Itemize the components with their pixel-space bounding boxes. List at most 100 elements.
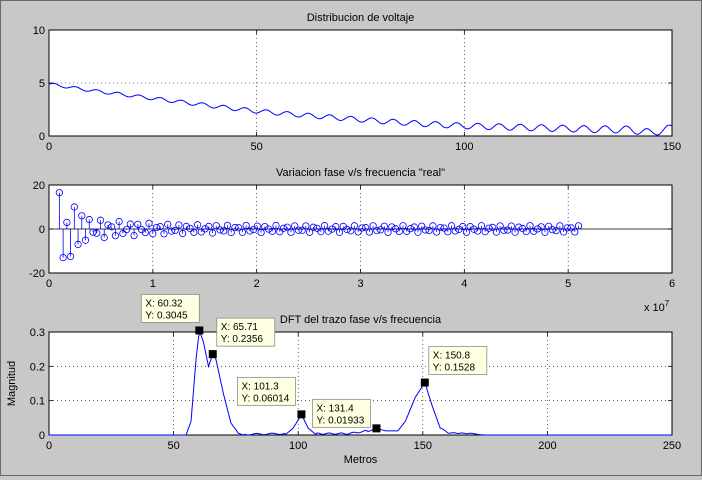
phase-stem-marker <box>552 227 560 235</box>
phase-y-tick-label: 20 <box>33 180 45 192</box>
phase-stem-marker <box>201 225 209 233</box>
phase-stem-marker <box>462 228 471 236</box>
voltage-title: Distribucion de voltaje <box>307 12 415 24</box>
voltage-x-tick-label: 100 <box>455 141 473 153</box>
voltage-axes-box <box>48 29 673 137</box>
datatip-x-label: X: 65.71 <box>221 322 259 333</box>
phase-stem-marker <box>556 222 564 230</box>
phase-stem-marker <box>160 230 168 238</box>
dft-x-tick-label: 250 <box>663 440 681 452</box>
phase-stem-marker <box>496 222 504 230</box>
datatip-marker <box>297 410 306 419</box>
phase-stem-marker <box>126 220 134 228</box>
phase-stem-marker <box>574 222 583 230</box>
phase-stem-marker <box>261 222 269 231</box>
datatip-y-label: Y: 0.01933 <box>316 415 364 426</box>
phase-stem-marker <box>526 222 534 230</box>
phase-stem-marker <box>96 216 105 224</box>
datatip-y-label: Y: 0.1528 <box>433 363 476 374</box>
phase-stem-marker <box>212 222 220 230</box>
phase-stem-marker <box>89 228 97 236</box>
phase-stem-marker <box>223 221 232 229</box>
phase-stem-marker <box>205 222 213 231</box>
phase-stem-marker <box>324 227 332 235</box>
phase-stem-marker <box>414 228 422 236</box>
phase-stem-marker <box>380 222 388 230</box>
phase-stem-marker <box>279 224 288 232</box>
phase-stem-marker <box>440 224 448 232</box>
dft-x-tick-label: 100 <box>289 440 307 452</box>
voltage-x-tick-label: 50 <box>251 141 263 153</box>
dft-x-tick-label: 200 <box>538 440 556 452</box>
phase-stem-marker <box>167 227 176 235</box>
phase-stem-marker <box>320 222 329 230</box>
dft-x-tick-label: 0 <box>46 440 52 452</box>
phase-stem-marker <box>466 223 474 231</box>
datatip-box <box>237 376 296 406</box>
dft-y-tick-label: 0 <box>39 430 45 442</box>
phase-stem-marker <box>227 228 235 237</box>
dft-y-tick-label: 0.2 <box>30 361 45 373</box>
voltage-x-tick-label: 0 <box>46 141 52 153</box>
phase-stem-marker <box>444 228 452 236</box>
phase-stem-marker <box>328 225 336 233</box>
phase-x-tick-label: 6 <box>669 278 675 290</box>
phase-stem-marker <box>332 223 340 231</box>
phase-x-tick-label: 3 <box>357 278 363 290</box>
datatip-y-label: Y: 0.3045 <box>145 310 188 321</box>
phase-stem-marker <box>571 228 579 236</box>
voltage-y-tick-label: 10 <box>33 25 45 37</box>
phase-stem-marker <box>208 229 217 237</box>
phase-stem-marker <box>418 222 426 230</box>
dft-y-tick-label: 0.1 <box>30 396 45 408</box>
phase-stem-marker <box>347 227 355 235</box>
phase-stem-marker <box>264 225 273 233</box>
voltage-y-tick-label: 0 <box>39 131 45 143</box>
phase-stem-marker <box>560 228 568 236</box>
phase-stem-marker <box>291 222 299 230</box>
phase-stem-marker <box>231 223 239 232</box>
phase-stem-marker <box>503 226 512 234</box>
phase-stem-marker <box>134 220 142 228</box>
datatip-marker <box>195 326 204 335</box>
phase-stem-marker <box>388 223 396 231</box>
phase-stem-marker <box>399 222 407 230</box>
phase-stem-marker <box>186 224 194 233</box>
phase-stem-marker <box>485 224 493 232</box>
phase-stem-marker <box>522 227 530 236</box>
dft-series-line <box>49 329 672 436</box>
phase-stem-marker <box>93 229 101 237</box>
phase-x-tick-label: 4 <box>461 278 467 290</box>
phase-stem-marker <box>541 228 549 236</box>
datatip-x-label: X: 150.8 <box>433 351 471 362</box>
phase-stem-marker <box>55 189 63 197</box>
phase-stem-marker <box>451 227 459 235</box>
phase-stem-marker <box>425 226 433 235</box>
phase-stem-marker <box>63 218 71 226</box>
dft-plot: 0 50 100 150 200 250 0 0.1 0.2 0.3 X: 60.32Y: 0.3… <box>6 294 681 466</box>
phase-stem-marker <box>85 215 93 224</box>
phase-stem-marker <box>190 228 198 236</box>
phase-stem-marker <box>530 227 538 235</box>
phase-stem-marker <box>66 252 75 261</box>
datatip-x-label: X: 60.32 <box>145 298 183 309</box>
phase-x-exponent-base: x 10 <box>644 302 665 314</box>
phase-stem-marker <box>567 224 575 232</box>
dft-y-tick-label: 0.3 <box>30 327 45 339</box>
phase-stem-marker <box>470 225 478 233</box>
phase-stem-marker <box>111 232 120 240</box>
phase-stem-marker <box>123 225 131 234</box>
phase-stem-marker <box>164 220 172 228</box>
phase-stem-marker <box>145 219 153 227</box>
phase-stem-marker <box>149 230 157 238</box>
phase-title: Variacion fase v/s frecuencia "real" <box>276 167 445 179</box>
phase-y-tick-label: -20 <box>29 268 45 280</box>
datatip-x-label: X: 131.4 <box>316 403 354 414</box>
phase-x-tick-label: 5 <box>565 278 571 290</box>
phase-x-exponent: x 107 <box>644 299 670 314</box>
datatip-box <box>140 294 200 323</box>
dft-ylabel: Magnitud <box>6 361 18 406</box>
phase-stem-marker <box>410 223 418 231</box>
phase-y-tick-label: 0 <box>39 224 45 236</box>
